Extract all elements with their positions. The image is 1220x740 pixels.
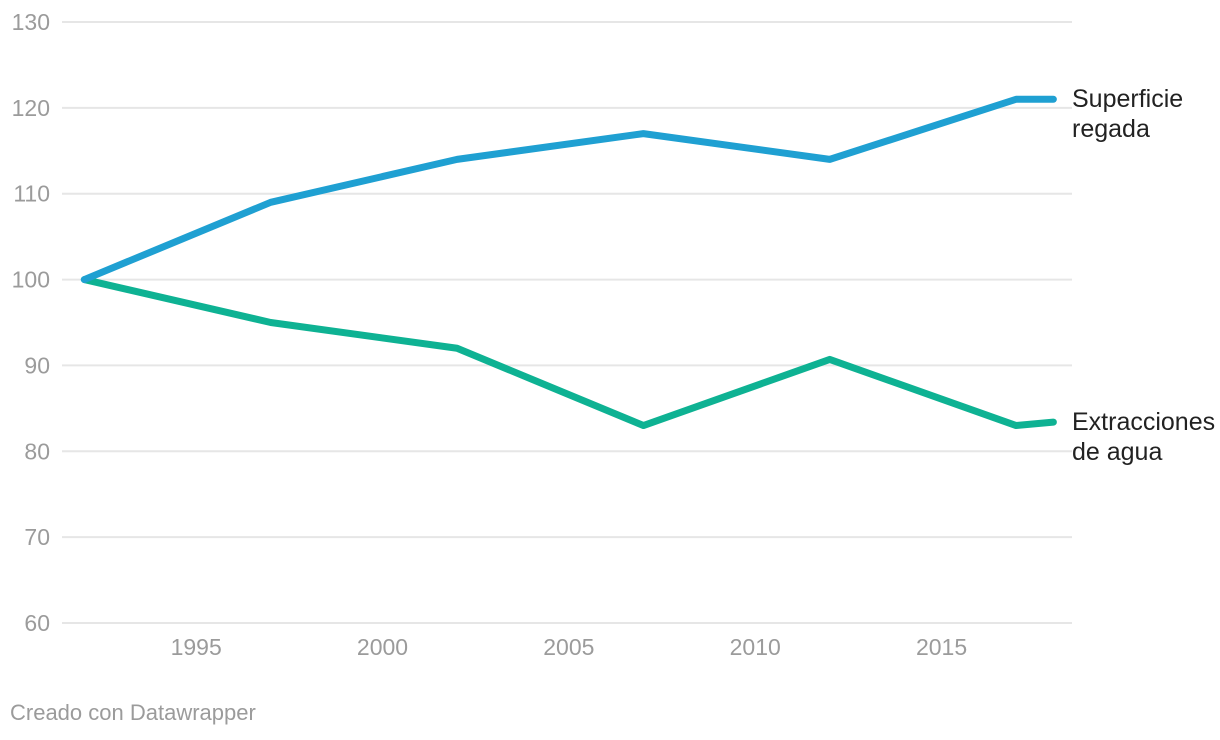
y-tick-label-60: 60 xyxy=(24,610,50,636)
x-tick-label-2000: 2000 xyxy=(357,634,408,660)
series-label-superficie-regada: Superficie regada xyxy=(1072,85,1184,144)
y-tick-label-70: 70 xyxy=(24,524,50,550)
y-tick-label-110: 110 xyxy=(13,181,50,207)
line-extracciones-de-agua xyxy=(80,276,1057,430)
y-tick-label-120: 120 xyxy=(12,95,50,121)
datawrapper-credit: Creado con Datawrapper xyxy=(10,700,256,725)
y-tick-label-90: 90 xyxy=(24,352,50,378)
x-tick-label-2015: 2015 xyxy=(916,634,967,660)
y-tick-label-100: 100 xyxy=(12,267,50,293)
x-tick-label-1995: 1995 xyxy=(171,634,222,660)
line-superficie-regada xyxy=(80,95,1057,284)
x-tick-label-2010: 2010 xyxy=(730,634,781,660)
y-tick-label-80: 80 xyxy=(24,438,50,464)
series-label-extracciones-de-agua: Extracciones de agua xyxy=(1072,408,1216,467)
y-tick-label-130: 130 xyxy=(12,9,50,35)
x-tick-label-2005: 2005 xyxy=(543,634,594,660)
